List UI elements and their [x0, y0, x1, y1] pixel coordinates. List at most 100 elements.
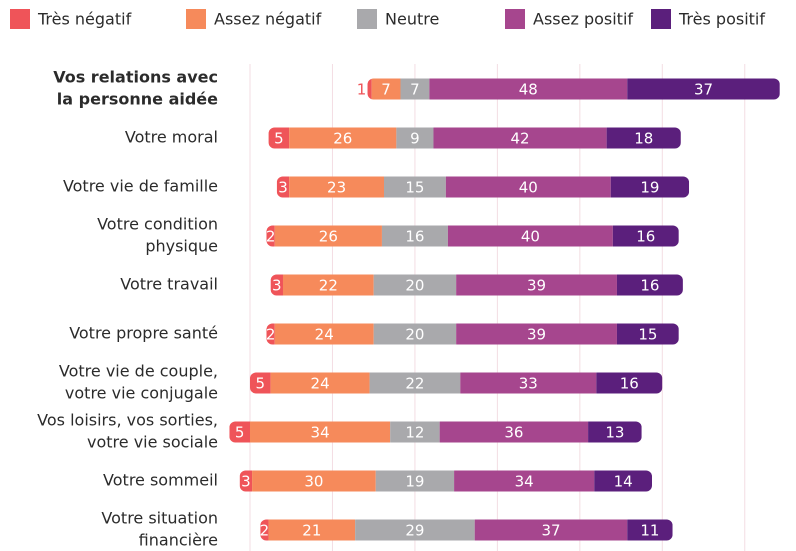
segment-label: 5	[235, 424, 245, 442]
segment-label: 29	[405, 522, 424, 540]
segment-label: 30	[304, 473, 323, 491]
category-label: Votre propre santé	[69, 324, 218, 343]
segment-label: 48	[519, 81, 538, 99]
segment-label: 36	[504, 424, 523, 442]
bar-segment	[260, 519, 269, 541]
segment-label: 5	[274, 130, 284, 148]
segment-label: 21	[302, 522, 321, 540]
bar-row	[276, 176, 690, 198]
segment-label: 9	[410, 130, 420, 148]
category-label: Votre vie de couple,	[59, 362, 218, 381]
segment-label: 19	[405, 473, 424, 491]
bar-segment	[460, 372, 597, 394]
bar-row	[239, 470, 652, 492]
segment-label: 26	[333, 130, 352, 148]
segment-label: 22	[405, 375, 424, 393]
bar-segment	[369, 372, 461, 394]
legend-swatch	[186, 9, 206, 29]
bar-row	[250, 372, 663, 394]
bar-segment	[266, 225, 275, 247]
bar-segment	[447, 225, 613, 247]
bar-segment	[616, 274, 683, 296]
bar-segment	[400, 78, 430, 100]
segment-label: 22	[319, 277, 338, 295]
segment-label: 37	[541, 522, 560, 540]
segment-label: 23	[327, 179, 346, 197]
segment-label: 12	[405, 424, 424, 442]
bar-segment	[289, 176, 384, 198]
segment-label: 19	[640, 179, 659, 197]
legend-label: Assez négatif	[214, 10, 322, 29]
bar-segment	[594, 470, 652, 492]
bar-segment	[282, 274, 374, 296]
bar-segment	[390, 421, 440, 443]
segment-label: 15	[638, 326, 657, 344]
bar-row	[260, 519, 673, 541]
bar-segment	[250, 421, 391, 443]
bar-segment	[381, 225, 448, 247]
segment-label: 39	[527, 277, 546, 295]
segment-label: 14	[614, 473, 633, 491]
category-label: financière	[139, 531, 218, 550]
segment-label: 13	[605, 424, 624, 442]
category-label: la personne aidée	[57, 90, 218, 109]
segment-label: 11	[640, 522, 659, 540]
legend-swatch	[10, 9, 30, 29]
category-label: votre vie sociale	[87, 433, 218, 452]
category-label: Votre vie de famille	[63, 177, 218, 196]
category-label: Votre travail	[120, 275, 218, 294]
segment-label: 15	[405, 179, 424, 197]
segment-label: 3	[278, 179, 288, 197]
bar-row	[268, 127, 681, 149]
bar-segment	[270, 372, 370, 394]
bar-segment	[276, 176, 290, 198]
bar-segment	[268, 127, 290, 149]
legend-label: Assez positif	[533, 10, 633, 29]
category-label: Votre condition	[97, 215, 218, 234]
bar-segment	[445, 176, 611, 198]
bar-segment	[606, 127, 681, 149]
segment-label: 40	[521, 228, 540, 246]
segment-label: 16	[405, 228, 424, 246]
segment-label: 3	[272, 277, 282, 295]
segment-label: 24	[311, 375, 330, 393]
category-label: votre vie conjugale	[65, 384, 218, 403]
bar-row	[266, 323, 679, 345]
bar-segment	[373, 323, 457, 345]
bar-segment	[289, 127, 397, 149]
bar-segment	[439, 421, 589, 443]
segment-label: 18	[634, 130, 653, 148]
segment-label: 40	[519, 179, 538, 197]
bar-row	[270, 274, 683, 296]
bar-segment	[268, 519, 356, 541]
bar-segment	[610, 176, 690, 198]
segment-label: 2	[266, 326, 276, 344]
bar-segment	[588, 421, 642, 443]
category-label: Vos relations avec	[53, 68, 218, 87]
segment-label: 3	[241, 473, 251, 491]
legend-swatch	[505, 9, 525, 29]
category-label: Vos loisirs, vos sorties,	[37, 411, 218, 430]
bar-segment	[616, 323, 679, 345]
bar-segment	[433, 127, 607, 149]
bar-segment	[373, 274, 457, 296]
bar-segment	[252, 470, 376, 492]
category-label: physique	[145, 237, 218, 256]
bar-segment	[355, 519, 475, 541]
category-label: Votre situation	[101, 509, 218, 528]
legend-swatch	[357, 9, 377, 29]
bar-segment	[367, 78, 372, 100]
bar-segment	[239, 470, 253, 492]
segment-label: 16	[620, 375, 639, 393]
segment-label: 7	[410, 81, 420, 99]
segment-label: 16	[640, 277, 659, 295]
category-label: Votre moral	[125, 128, 218, 147]
bar-row	[229, 421, 642, 443]
bar-segment	[250, 372, 271, 394]
legend-swatch	[651, 9, 671, 29]
bar-segment	[270, 274, 283, 296]
legend-label: Neutre	[385, 10, 439, 29]
bar-segment	[274, 225, 382, 247]
segment-label: 2	[260, 522, 270, 540]
